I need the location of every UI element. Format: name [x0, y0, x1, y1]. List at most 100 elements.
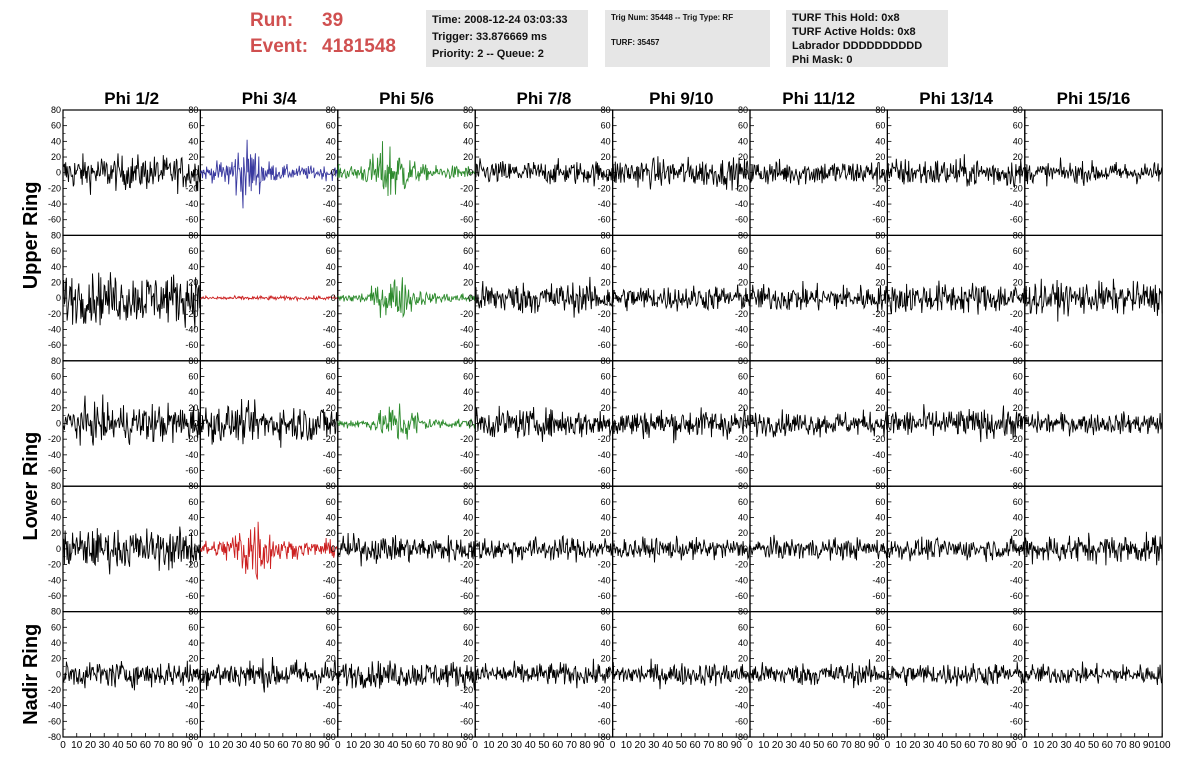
y-tick-label: -80	[872, 732, 885, 742]
y-tick-label: -60	[598, 215, 611, 225]
waveform-trace	[337, 660, 476, 691]
y-tick-label: 20	[188, 403, 198, 413]
y-tick-label: 80	[738, 230, 748, 240]
waveform-trace	[337, 532, 476, 567]
y-tick-label: 20	[326, 152, 336, 162]
y-tick-label: 0	[468, 669, 473, 679]
y-tick-label: 20	[1013, 152, 1023, 162]
waveform-trace	[62, 660, 201, 691]
y-tick-label: 60	[188, 121, 198, 131]
x-tick-label: 30	[373, 740, 385, 751]
y-tick-label: 20	[738, 528, 748, 538]
waveform-trace	[1024, 278, 1163, 322]
column-header: Phi 3/4	[242, 89, 297, 108]
y-tick-label: -60	[598, 466, 611, 476]
y-tick-label: 80	[601, 105, 611, 115]
y-tick-label: -60	[735, 591, 748, 601]
event-row: Event: 4181548	[250, 34, 396, 60]
y-tick-label: 60	[326, 497, 336, 507]
y-tick-label: -20	[185, 685, 198, 695]
y-tick-label: 20	[463, 654, 473, 664]
x-tick-label: 10	[209, 740, 221, 751]
y-tick-label: 80	[188, 356, 198, 366]
y-tick-label: -40	[598, 701, 611, 711]
x-tick-label: 10	[346, 740, 358, 751]
y-tick-label: -20	[323, 434, 336, 444]
x-tick-label: 30	[923, 740, 935, 751]
y-tick-label: -40	[48, 324, 61, 334]
x-tick-label: 60	[964, 740, 976, 751]
y-tick-label: 0	[606, 669, 611, 679]
waveform-trace	[474, 658, 614, 689]
x-tick-label: 0	[60, 740, 66, 751]
x-tick-label: 30	[236, 740, 248, 751]
y-tick-label: -20	[598, 309, 611, 319]
x-tick-label: 20	[1047, 740, 1059, 751]
y-tick-label: -20	[48, 183, 61, 193]
x-tick-label: 90	[731, 740, 743, 751]
x-tick-label: 50	[401, 740, 413, 751]
y-tick-label: 80	[738, 481, 748, 491]
y-tick-label: 40	[326, 387, 336, 397]
y-tick-label: 40	[51, 262, 61, 272]
y-tick-label: 60	[188, 371, 198, 381]
y-tick-label: 20	[51, 152, 61, 162]
x-tick-label: 60	[140, 740, 152, 751]
y-tick-label: 0	[56, 669, 61, 679]
y-tick-label: -40	[598, 324, 611, 334]
y-tick-label: 0	[1018, 669, 1023, 679]
y-tick-label: -20	[598, 685, 611, 695]
y-tick-label: 0	[193, 293, 198, 303]
y-tick-label: 60	[326, 121, 336, 131]
x-tick-label: 80	[717, 740, 729, 751]
waveform-trace	[474, 405, 614, 442]
x-tick-label: 70	[566, 740, 578, 751]
y-tick-label: 40	[738, 387, 748, 397]
y-tick-label: -40	[460, 575, 473, 585]
y-tick-label: 0	[468, 293, 473, 303]
waveform-trace	[1024, 531, 1163, 566]
y-tick-label: 0	[606, 293, 611, 303]
y-tick-label: 20	[601, 654, 611, 664]
x-tick-label: 90	[1143, 740, 1155, 751]
waveform-trace	[199, 398, 339, 448]
x-tick-label: 50	[126, 740, 138, 751]
y-tick-label: 80	[601, 607, 611, 617]
waveform-trace	[62, 272, 201, 329]
y-tick-label: 0	[743, 669, 748, 679]
y-tick-label: -40	[872, 701, 885, 711]
y-tick-label: 20	[51, 277, 61, 287]
y-tick-label: 60	[326, 371, 336, 381]
y-tick-label: -60	[460, 340, 473, 350]
y-tick-label: 60	[1013, 121, 1023, 131]
x-tick-label: 40	[1074, 740, 1086, 751]
event-value: 4181548	[322, 36, 396, 57]
x-tick-label: 70	[978, 740, 990, 751]
y-tick-label: -40	[185, 450, 198, 460]
x-tick-label: 40	[112, 740, 124, 751]
y-tick-label: 20	[601, 277, 611, 287]
y-tick-label: 0	[193, 168, 198, 178]
y-tick-label: -60	[1010, 215, 1023, 225]
y-tick-label: -80	[185, 732, 198, 742]
y-tick-label: -20	[1010, 560, 1023, 570]
waveform-trace	[612, 156, 751, 191]
x-tick-label: 100	[1154, 740, 1171, 751]
y-tick-label: -20	[735, 560, 748, 570]
y-tick-label: -40	[735, 199, 748, 209]
y-tick-label: -20	[872, 309, 885, 319]
y-tick-label: 60	[601, 497, 611, 507]
x-tick-label: 10	[758, 740, 770, 751]
y-tick-label: -40	[48, 450, 61, 460]
y-tick-label: 20	[875, 152, 885, 162]
y-tick-label: 40	[601, 638, 611, 648]
waveform-trace	[749, 534, 888, 561]
y-tick-label: -80	[1010, 732, 1023, 742]
y-tick-label: -40	[323, 701, 336, 711]
y-tick-label: 20	[188, 528, 198, 538]
y-tick-label: -60	[1010, 716, 1023, 726]
y-tick-label: 0	[743, 168, 748, 178]
x-tick-label: 60	[827, 740, 839, 751]
y-tick-label: 20	[875, 654, 885, 664]
run-row: Run: 39	[250, 8, 396, 34]
